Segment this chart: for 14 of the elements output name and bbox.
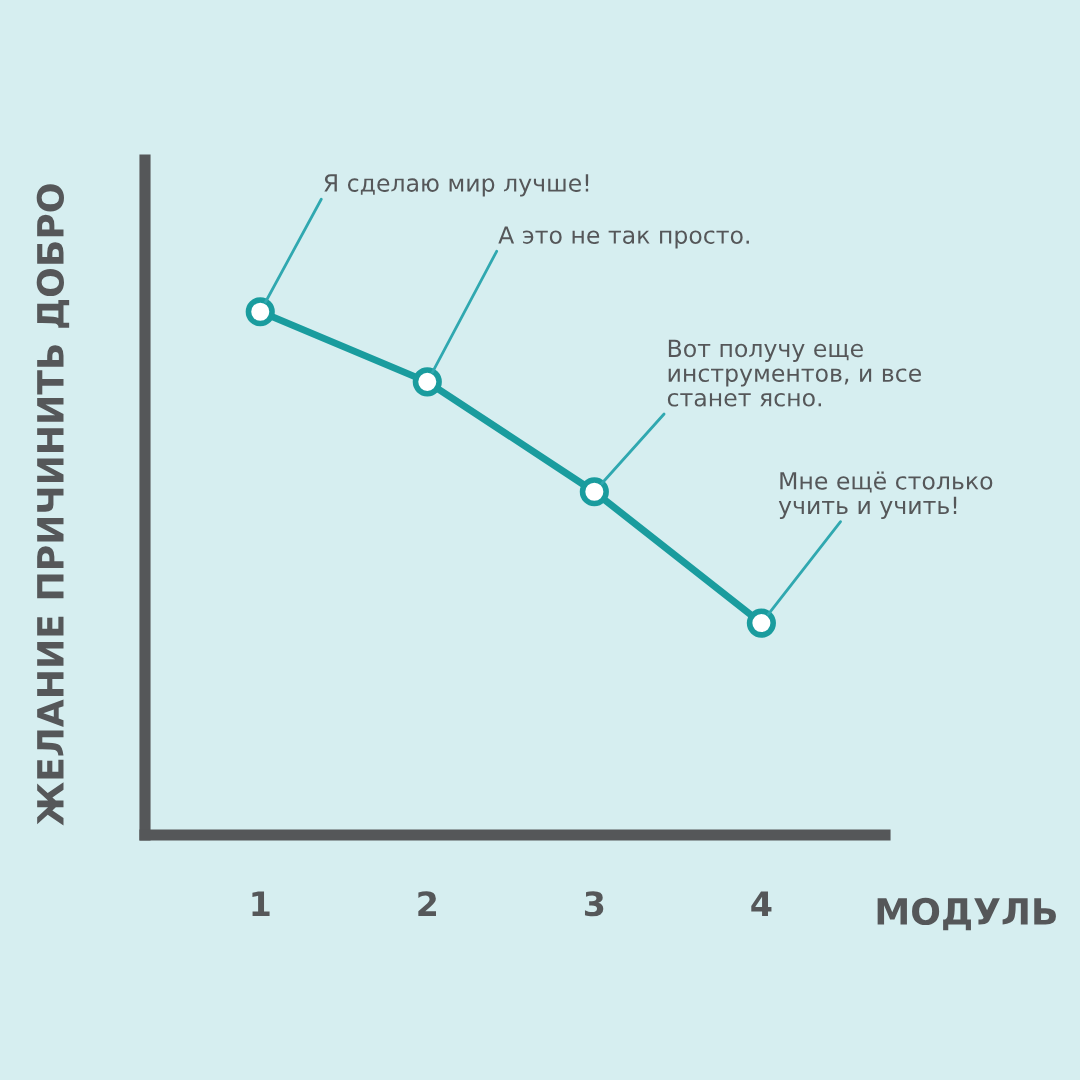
text: А это не так просто. [498,226,749,249]
point [579,477,609,507]
x-tick-label: 2 [418,891,436,916]
x-axis-title: МОДУЛЬ [877,897,1056,931]
annotation: Вот получу еще инструментов, и все станет ясно. [667,339,921,407]
point [245,297,275,327]
y-axis-title: ЖЕЛАНИЕ ПРИЧИНИТЬ ДОБРО [36,184,70,826]
text: Я сделаю мир лучше! [324,174,589,197]
point [412,367,442,397]
annotation: Мне ещё столько учить и учить! [778,471,993,519]
x-tick-label: 1 [252,891,270,916]
x-tick-label: 4 [751,891,772,916]
x-tick-label: 3 [584,891,604,917]
point [746,608,776,638]
